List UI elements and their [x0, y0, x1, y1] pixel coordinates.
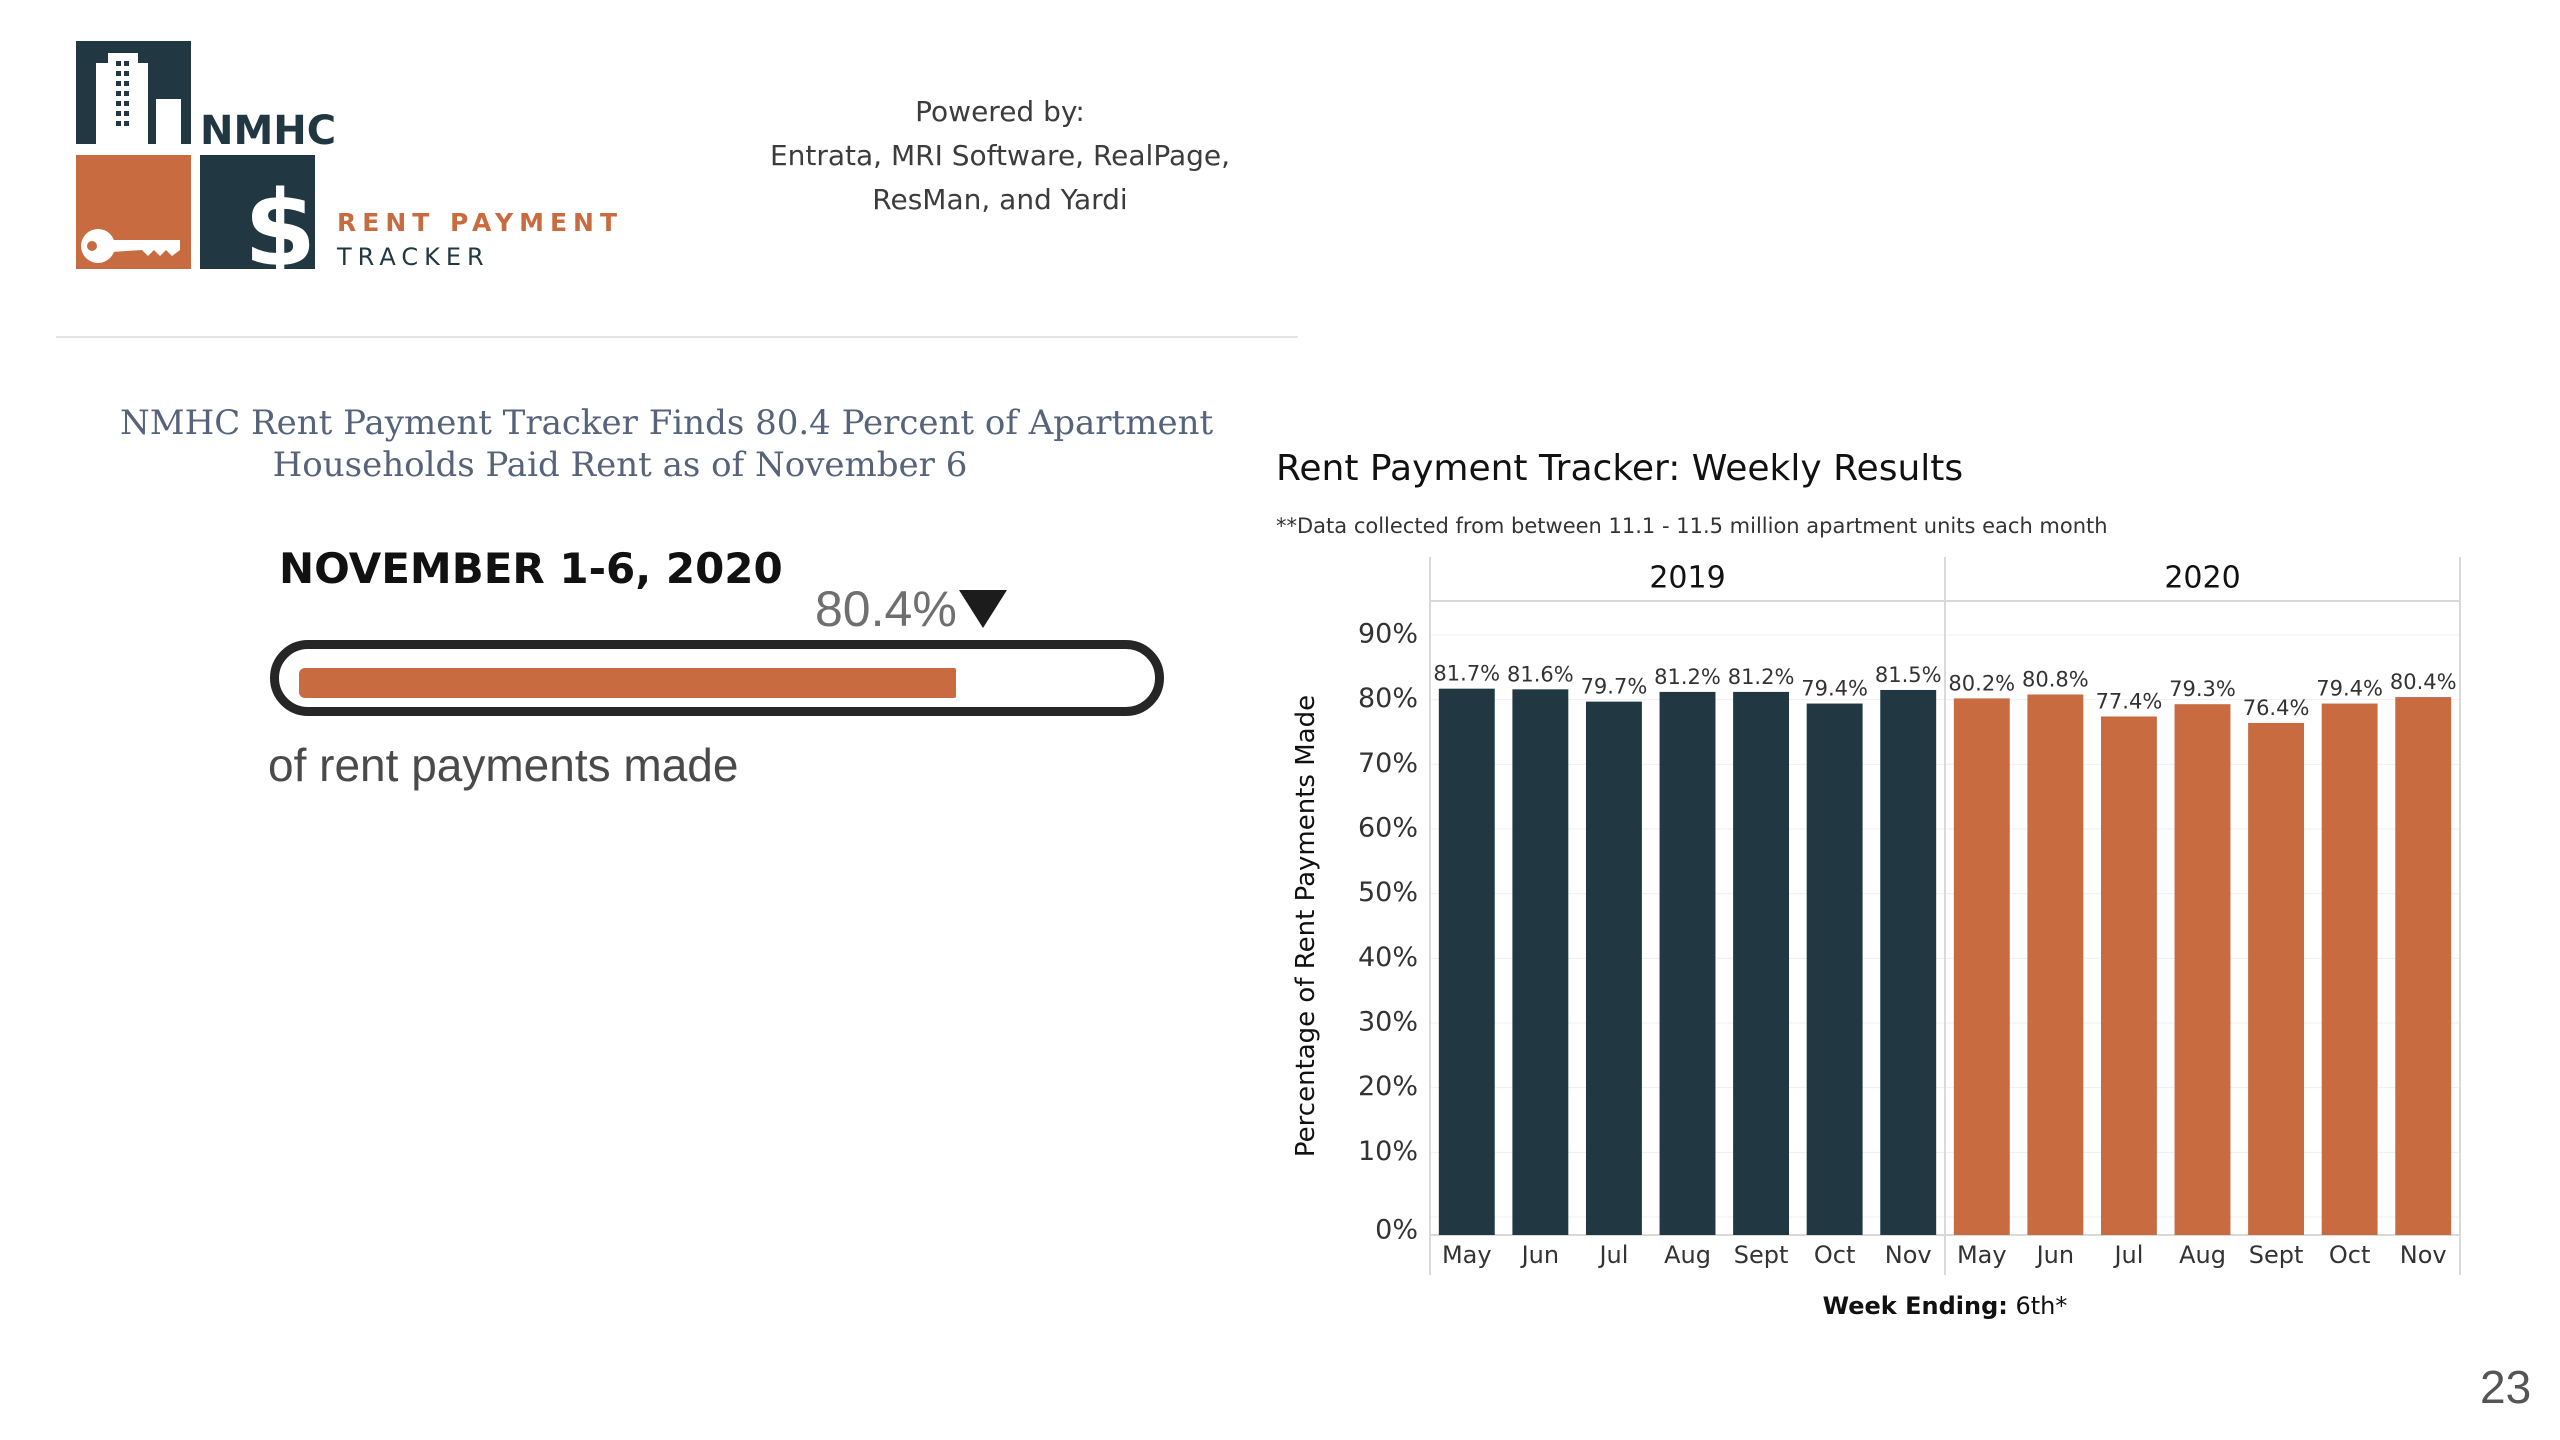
page-number: 23 — [2480, 1361, 2532, 1413]
data-label: 76.4% — [2243, 696, 2310, 720]
header-divider — [56, 336, 1298, 338]
headline-line1: NMHC Rent Payment Tracker Finds 80.4 Per… — [120, 403, 1214, 443]
logo-product-line1: RENT PAYMENT — [337, 208, 623, 237]
data-label: 79.7% — [1581, 675, 1648, 699]
progress-caption: of rent payments made — [268, 739, 739, 791]
logo-product-line2: TRACKER — [336, 243, 490, 271]
data-label: 77.4% — [2096, 689, 2163, 713]
y-tick-label: 70% — [1358, 748, 1418, 779]
panel-header-2019: 2019 — [1649, 561, 1725, 596]
bar-2019-oct — [1806, 703, 1863, 1235]
x-tick-label: Nov — [1885, 1241, 1932, 1269]
bar-2020-nov — [2395, 697, 2452, 1235]
bar-2020-jul — [2100, 716, 2157, 1235]
y-tick-label: 20% — [1358, 1071, 1418, 1102]
bar-chart: 0% 10% 20% 30% 40% 50% 60% 70% 80% 90% 2019 81.7% Ma… — [1291, 557, 2461, 1320]
y-tick-label: 50% — [1358, 877, 1418, 908]
x-tick-label: Nov — [2400, 1241, 2447, 1269]
powered-by-label: Powered by: — [915, 95, 1085, 128]
data-label: 80.8% — [2022, 667, 2089, 691]
logo-nmhc-text: NMHC — [200, 108, 336, 154]
chart-subtitle: **Data collected from between 11.1 - 11.… — [1276, 514, 2108, 538]
bar-2019-jul — [1585, 701, 1642, 1235]
bar-2020-may — [1953, 698, 2010, 1235]
bar-2019-sept — [1733, 691, 1790, 1235]
x-tick-label: Aug — [2179, 1241, 2226, 1269]
building-icon — [76, 41, 191, 144]
y-tick-label: 80% — [1358, 683, 1418, 714]
bar-2019-aug — [1659, 691, 1716, 1235]
x-tick-label: Oct — [1814, 1241, 1856, 1269]
bar-2019-nov — [1880, 689, 1937, 1235]
bar-2019-may — [1438, 688, 1495, 1235]
nmhc-rent-payment-tracker-logo: NMHC $ RENT PAYMENT TRACKER — [76, 41, 623, 281]
bar-2020-jun — [2027, 694, 2084, 1235]
x-axis-title: Week Ending: 6th* — [1823, 1292, 2068, 1320]
data-label: 80.4% — [2390, 670, 2457, 694]
x-tick-label: Jul — [1597, 1241, 1628, 1269]
bar-2020-sept — [2248, 722, 2305, 1235]
x-tick-label: Jun — [1520, 1241, 1560, 1269]
x-tick-label: Aug — [1664, 1241, 1711, 1269]
x-tick-label: Jul — [2112, 1241, 2143, 1269]
y-tick-label: 60% — [1358, 813, 1418, 844]
x-tick-label: Sept — [1734, 1241, 1789, 1269]
y-tick-label: 40% — [1358, 942, 1418, 973]
powered-by-block: Powered by: Entrata, MRI Software, RealP… — [760, 90, 1240, 222]
data-label: 81.7% — [1433, 662, 1500, 686]
progress-value-label: 80.4% — [815, 581, 957, 637]
headline-line2: Households Paid Rent as of November 6 — [272, 445, 968, 485]
data-label: 79.4% — [2316, 677, 2383, 701]
data-label: 80.2% — [1948, 671, 2015, 695]
powered-by-line1: Entrata, MRI Software, RealPage, — [769, 139, 1231, 172]
y-tick-label: 30% — [1358, 1007, 1418, 1038]
period-title: NOVEMBER 1-6, 2020 — [279, 544, 783, 593]
key-icon — [76, 155, 191, 269]
y-axis-title: Percentage of Rent Payments Made — [1291, 695, 1321, 1157]
dollar-icon: $ — [200, 155, 316, 281]
data-label: 81.2% — [1654, 665, 1721, 689]
x-axis-title-rest: 6th* — [2008, 1292, 2068, 1320]
y-tick-label: 0% — [1375, 1215, 1418, 1246]
data-label: 81.2% — [1728, 665, 1795, 689]
bar-2020-aug — [2174, 704, 2231, 1235]
x-tick-label: Sept — [2249, 1241, 2304, 1269]
powered-by-line2: ResMan, and Yardi — [872, 183, 1128, 216]
data-label: 79.3% — [2169, 677, 2236, 701]
bar-2020-oct — [2321, 703, 2378, 1235]
x-tick-label: Oct — [2329, 1241, 2371, 1269]
data-label: 79.4% — [1801, 677, 1868, 701]
progress-marker: 80.4% — [815, 579, 1007, 639]
x-tick-label: May — [1957, 1241, 2007, 1269]
x-tick-label: Jun — [2035, 1241, 2075, 1269]
progress-bar-fill — [299, 668, 956, 698]
x-axis-title-bold: Week Ending: — [1823, 1292, 2008, 1320]
data-label: 81.5% — [1875, 663, 1942, 687]
x-tick-label: May — [1442, 1241, 1492, 1269]
progress-bar-track — [270, 640, 1164, 716]
triangle-down-icon — [958, 590, 1007, 628]
data-label: 81.6% — [1507, 662, 1574, 686]
y-tick-label: 10% — [1358, 1136, 1418, 1167]
headline: NMHC Rent Payment Tracker Finds 80.4 Per… — [120, 402, 1214, 486]
panel-header-2020: 2020 — [2164, 561, 2240, 596]
chart-title: Rent Payment Tracker: Weekly Results — [1276, 448, 1964, 489]
bar-2019-jun — [1512, 689, 1569, 1235]
y-tick-label: 90% — [1358, 619, 1418, 650]
svg-text:$: $ — [244, 168, 316, 281]
